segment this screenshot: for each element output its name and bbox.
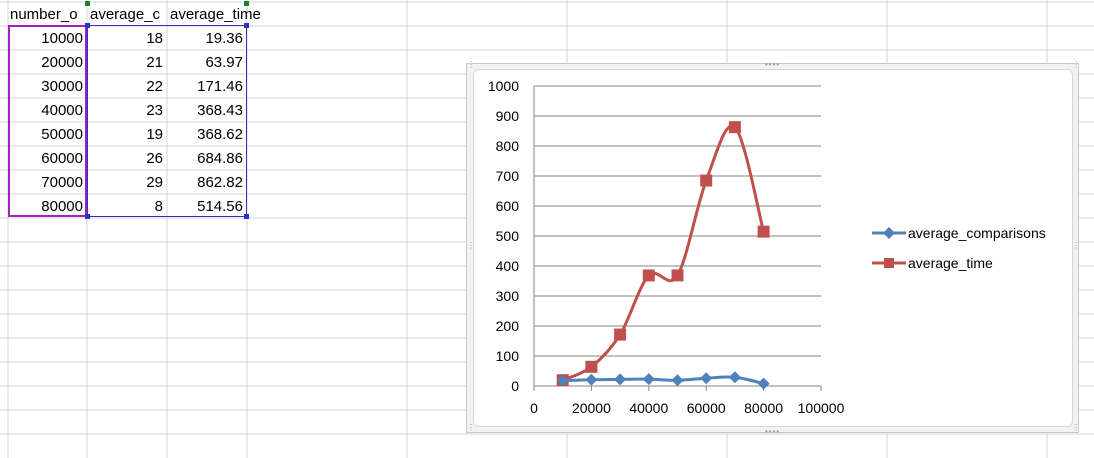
cell-time[interactable]: 63.97 xyxy=(205,54,243,71)
cell-number[interactable]: 50000 xyxy=(41,126,83,143)
data-point-diamond xyxy=(728,371,741,384)
cell-time[interactable]: 862.82 xyxy=(197,174,243,191)
cell-comparisons[interactable]: 23 xyxy=(146,102,163,119)
resize-handle-corner[interactable]: ⋮ xyxy=(467,423,476,432)
data-point-diamond xyxy=(642,373,655,386)
data-point-diamond xyxy=(585,373,598,386)
resize-handle-bottom[interactable]: •••• xyxy=(765,427,781,436)
data-point-square xyxy=(700,174,713,187)
y-tick-label: 100 xyxy=(496,348,520,364)
cell-comparisons[interactable]: 29 xyxy=(146,174,163,191)
cell-time[interactable]: 368.62 xyxy=(197,126,243,143)
data-point-diamond xyxy=(700,372,713,385)
cell-comparisons[interactable]: 8 xyxy=(154,198,163,215)
data-point-square xyxy=(585,360,598,373)
cell-number[interactable]: 10000 xyxy=(41,30,83,47)
x-tick-label: 20000 xyxy=(572,400,611,416)
y-tick-label: 500 xyxy=(496,228,520,244)
legend-label: average_comparisons xyxy=(908,225,1046,241)
y-tick-label: 300 xyxy=(496,288,520,304)
data-point-square xyxy=(728,121,741,134)
selection-handle[interactable] xyxy=(85,214,90,219)
cell-time[interactable]: 19.36 xyxy=(205,30,243,47)
data-point-diamond xyxy=(556,374,569,387)
resize-handle-corner[interactable]: ⋮ xyxy=(467,60,476,69)
cell-comparisons[interactable]: 18 xyxy=(146,30,163,47)
resize-handle-top[interactable]: •••• xyxy=(765,60,781,69)
legend-marker xyxy=(884,258,894,268)
data-point-square xyxy=(642,269,655,282)
cell-comparisons[interactable]: 19 xyxy=(146,126,163,143)
series-name-handle[interactable] xyxy=(244,1,249,6)
selection-range-x xyxy=(8,25,87,217)
y-tick-label: 800 xyxy=(496,138,520,154)
cell-number[interactable]: 30000 xyxy=(41,78,83,95)
cell-number[interactable]: 60000 xyxy=(41,150,83,167)
resize-handle-corner[interactable]: ⋮ xyxy=(1072,423,1081,432)
x-tick-label: 0 xyxy=(530,400,538,416)
legend-marker xyxy=(883,227,895,239)
cell-number[interactable]: 80000 xyxy=(41,198,83,215)
cell-time[interactable]: 171.46 xyxy=(197,78,243,95)
cell-time[interactable]: 684.86 xyxy=(197,150,243,167)
cell-number[interactable]: 20000 xyxy=(41,54,83,71)
x-tick-label: 60000 xyxy=(687,400,726,416)
data-point-diamond xyxy=(671,374,684,387)
data-point-square xyxy=(757,225,770,238)
resize-handle-corner[interactable]: ⋮ xyxy=(1072,60,1081,69)
cell-comparisons[interactable]: 26 xyxy=(146,150,163,167)
selection-range-y xyxy=(87,25,247,217)
series-line xyxy=(562,124,766,382)
selection-handle[interactable] xyxy=(85,23,90,28)
cell-comparisons[interactable]: 22 xyxy=(146,78,163,95)
cell-time[interactable]: 514.56 xyxy=(197,198,243,215)
chart-object[interactable]: •••• •••• ⋮ ⋮ ⋮ ⋮ ⋮ ⋮ xyxy=(466,60,1081,436)
series-name-handle[interactable] xyxy=(85,1,90,6)
cell-number[interactable]: 70000 xyxy=(41,174,83,191)
header-number[interactable]: number_o xyxy=(10,6,78,23)
data-point-square xyxy=(671,269,684,282)
y-tick-label: 400 xyxy=(496,258,520,274)
selection-handle[interactable] xyxy=(244,23,249,28)
header-average-comparisons[interactable]: average_c xyxy=(90,6,161,23)
y-tick-label: 900 xyxy=(496,108,520,124)
cell-number[interactable]: 40000 xyxy=(41,102,83,119)
data-point-diamond xyxy=(614,373,627,386)
y-tick-label: 600 xyxy=(496,198,520,214)
cell-time[interactable]: 368.43 xyxy=(197,102,243,119)
data-point-diamond xyxy=(757,377,770,390)
x-tick-label: 100000 xyxy=(798,400,845,416)
header-average-time[interactable]: average_time xyxy=(170,6,261,23)
data-point-square xyxy=(614,328,627,341)
y-tick-label: 1000 xyxy=(488,78,519,94)
x-tick-label: 40000 xyxy=(629,400,668,416)
cell-comparisons[interactable]: 21 xyxy=(146,54,163,71)
resize-handle-right[interactable]: ⋮ xyxy=(1072,241,1081,250)
chart-area[interactable] xyxy=(473,69,1073,427)
selection-handle[interactable] xyxy=(244,214,249,219)
resize-handle-left[interactable]: ⋮ xyxy=(467,241,476,250)
legend-label: average_time xyxy=(908,255,993,271)
y-tick-label: 0 xyxy=(511,378,519,394)
x-tick-label: 80000 xyxy=(744,400,783,416)
y-tick-label: 700 xyxy=(496,168,520,184)
y-tick-label: 200 xyxy=(496,318,520,334)
